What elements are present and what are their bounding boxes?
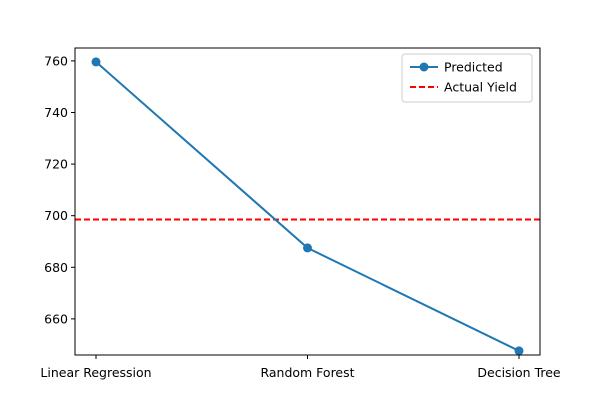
x-tick-label: Linear Regression [40, 365, 151, 380]
series-line-predicted [95, 61, 520, 352]
y-tick-label: 700 [44, 208, 68, 223]
y-axis: 660 680 700 720 740 760 [44, 53, 75, 326]
legend: Predicted Actual Yield [401, 53, 533, 103]
y-tick-label: 680 [44, 260, 68, 275]
plot-area [75, 57, 540, 356]
legend-marker [419, 62, 429, 72]
y-tick-label: 740 [44, 105, 68, 120]
plot-frame [74, 47, 541, 356]
x-tick-label: Random Forest [260, 365, 354, 380]
x-tick-label: Decision Tree [477, 365, 561, 380]
y-tick-label: 720 [44, 157, 68, 172]
x-axis: Linear Regression Random Forest Decision T… [40, 355, 561, 380]
data-point [91, 57, 101, 67]
y-tick-label: 660 [44, 311, 68, 326]
data-point [303, 243, 312, 253]
y-tick-label: 760 [44, 53, 68, 68]
data-point [514, 346, 524, 356]
legend-label: Predicted [444, 60, 503, 75]
legend-label: Actual Yield [444, 80, 517, 95]
